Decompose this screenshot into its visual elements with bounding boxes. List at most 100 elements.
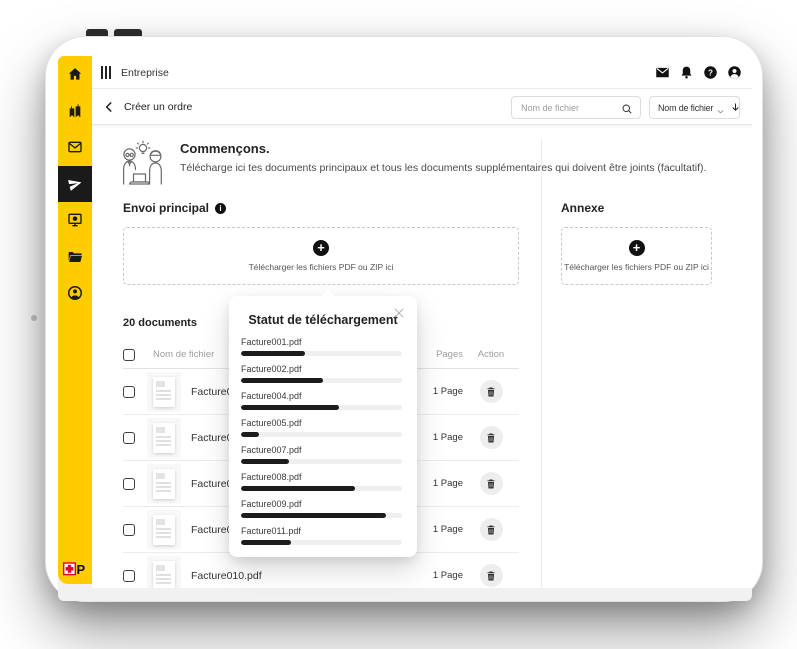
svg-text:?: ? xyxy=(708,68,713,77)
sidebar: P xyxy=(58,56,92,584)
sort-label: Nom de fichier xyxy=(658,102,714,113)
progress-bar xyxy=(241,513,402,518)
trash-icon xyxy=(487,433,495,442)
upload-file-name: Facture007.pdf xyxy=(241,445,302,455)
annexe-heading: Annexe xyxy=(561,201,604,215)
swiss-post-logo: P xyxy=(62,562,88,577)
progress-bar xyxy=(241,459,402,464)
page-count: 1 Page xyxy=(432,386,463,397)
progress-bar xyxy=(241,405,402,410)
trash-icon xyxy=(487,571,495,580)
progress-bar xyxy=(241,432,402,437)
sidebar-item-home[interactable] xyxy=(58,56,92,93)
mail-icon[interactable] xyxy=(655,65,670,80)
plus-icon: + xyxy=(628,240,645,256)
trash-icon xyxy=(487,525,495,534)
upload-file-item: Facture005.pdf xyxy=(241,418,402,437)
delete-button[interactable] xyxy=(479,380,503,403)
dropzone-label: Télécharger les fichiers PDF ou ZIP ici xyxy=(564,262,709,272)
close-icon[interactable] xyxy=(392,306,406,320)
tablet-frame: P Entreprise ? Créer un o xyxy=(45,36,763,602)
search-icon[interactable] xyxy=(621,102,633,114)
account-icon[interactable] xyxy=(727,65,742,80)
column-action: Action xyxy=(477,349,505,360)
row-checkbox[interactable] xyxy=(123,385,135,398)
topbar: Entreprise ? xyxy=(92,56,752,89)
row-checkbox[interactable] xyxy=(123,477,135,490)
main-area: Entreprise ? Créer un ordre xyxy=(92,56,752,588)
sidebar-item-folder[interactable] xyxy=(58,239,92,276)
progress-bar xyxy=(241,378,402,383)
trash-icon xyxy=(487,479,495,488)
delete-button[interactable] xyxy=(479,472,503,495)
page-count: 1 Page xyxy=(432,570,463,581)
row-checkbox[interactable] xyxy=(123,523,135,536)
sidebar-item-company[interactable] xyxy=(58,93,92,130)
progress-fill xyxy=(241,405,340,410)
column-name: Nom de fichier xyxy=(153,349,215,360)
progress-fill xyxy=(241,540,291,545)
sidebar-item-account[interactable] xyxy=(58,275,92,312)
help-icon[interactable]: ? xyxy=(703,65,718,80)
intro-subtitle: Télécharge ici tes documents principaux … xyxy=(180,162,707,174)
progress-fill xyxy=(241,432,259,437)
sort-direction-button[interactable] xyxy=(730,102,741,113)
document-thumbnail xyxy=(147,509,181,550)
delete-button[interactable] xyxy=(479,564,503,587)
intro-title: Commençons. xyxy=(180,141,270,156)
company-icon xyxy=(67,103,83,119)
sort-dropdown[interactable]: Nom de fichier xyxy=(649,96,740,119)
row-checkbox[interactable] xyxy=(123,431,135,444)
page-count: 1 Page xyxy=(432,524,463,535)
select-all-checkbox[interactable] xyxy=(123,348,135,361)
table-row: Facture010.pdf 1 Page xyxy=(123,553,519,588)
content: Commençons. Télécharge ici tes documents… xyxy=(92,125,752,588)
upload-status-modal: Statut de téléchargement Facture001.pdf … xyxy=(229,288,417,557)
upload-file-item: Facture009.pdf xyxy=(241,499,402,518)
tablet-power-button xyxy=(114,29,142,39)
upload-file-name: Facture004.pdf xyxy=(241,391,302,401)
modal-title: Statut de téléchargement xyxy=(248,313,398,327)
page-count: 1 Page xyxy=(432,432,463,443)
upload-file-item: Facture008.pdf xyxy=(241,472,402,491)
bell-icon[interactable] xyxy=(679,65,694,80)
send-icon xyxy=(67,176,83,192)
tablet-volume-button xyxy=(86,29,108,39)
progress-bar xyxy=(241,351,402,356)
upload-file-item: Facture007.pdf xyxy=(241,445,402,464)
dropzone-label: Télécharger les fichiers PDF ou ZIP ici xyxy=(248,262,394,272)
upload-dropzone-main[interactable]: + Télécharger les fichiers PDF ou ZIP ic… xyxy=(123,227,519,285)
desktop-icon xyxy=(67,212,83,228)
document-thumbnail xyxy=(147,371,181,412)
menu-icon[interactable] xyxy=(101,66,111,79)
delete-button[interactable] xyxy=(479,426,503,449)
progress-fill xyxy=(241,378,324,383)
file-name: Facture010.pdf xyxy=(191,569,262,582)
envoi-principal-title: Envoi principal xyxy=(123,201,210,215)
documents-count: 20 documents xyxy=(123,317,197,329)
search-field[interactable] xyxy=(512,97,640,118)
sidebar-item-mail[interactable] xyxy=(58,129,92,166)
arrow-down-icon xyxy=(732,103,739,111)
search-input[interactable] xyxy=(511,96,641,119)
row-checkbox[interactable] xyxy=(123,569,135,582)
upload-dropzone-annexe[interactable]: + Télécharger les fichiers PDF ou ZIP ic… xyxy=(561,227,712,285)
document-thumbnail xyxy=(147,463,181,504)
back-button[interactable] xyxy=(102,100,116,114)
upload-file-name: Facture005.pdf xyxy=(241,418,302,428)
progress-bar xyxy=(241,486,402,491)
document-thumbnail xyxy=(147,555,181,588)
app-title: Entreprise xyxy=(121,67,169,79)
info-icon[interactable]: i xyxy=(215,202,227,214)
upload-file-item: Facture011.pdf xyxy=(241,526,402,545)
sidebar-item-desktop[interactable] xyxy=(58,202,92,239)
page-count: 1 Page xyxy=(432,478,463,489)
chevron-down-icon xyxy=(716,103,725,114)
progress-fill xyxy=(241,486,356,491)
sidebar-item-send-active[interactable] xyxy=(58,165,92,202)
delete-button[interactable] xyxy=(479,518,503,541)
annexe-title: Annexe xyxy=(561,201,605,215)
app-screen: P Entreprise ? Créer un o xyxy=(58,56,752,601)
progress-fill xyxy=(241,351,306,356)
